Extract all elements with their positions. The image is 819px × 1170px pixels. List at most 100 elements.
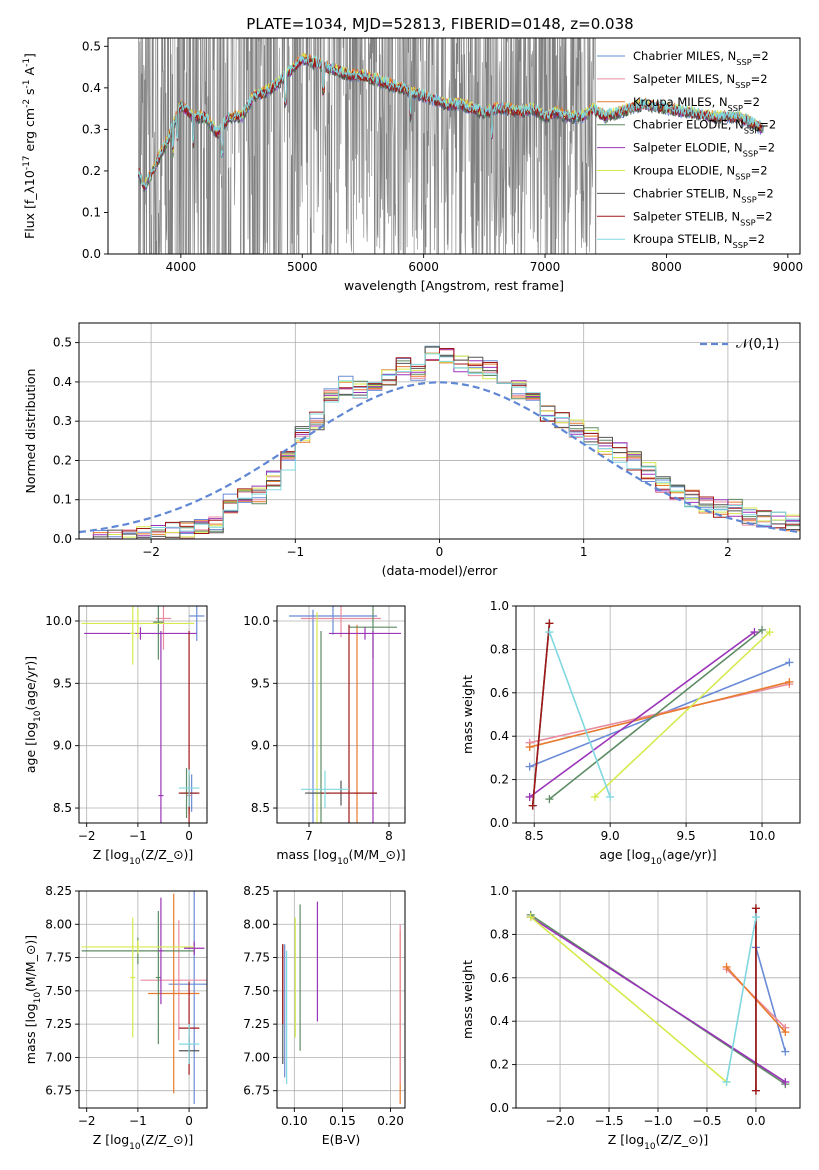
- axes-frame-mass_ebv: [276, 890, 406, 1109]
- y-tick-label: 9.0: [251, 739, 270, 753]
- y-tick-label: 0.2: [53, 453, 72, 467]
- y-tick-label: 0.6: [490, 686, 509, 700]
- weight-line-ke: [530, 916, 728, 1083]
- x-tick-label: 1: [580, 545, 588, 559]
- axes-frame-age_z: [78, 605, 208, 824]
- legend-label-se: Salpeter ELODIE, NSSP=2: [633, 141, 775, 159]
- legend-label-cm: Chabrier MILES, NSSP=2: [633, 49, 769, 67]
- panel-mass_z: −2 −1 0 6.75 7.00 7.25 7.50 7.75 8.00 8.25 Z [log1…: [23, 884, 208, 1152]
- weight-marker-ce: [545, 795, 554, 804]
- legend-label-cs: Chabrier STELIB, NSSP=2: [633, 186, 774, 204]
- plot-area-age_mass: [277, 606, 405, 823]
- weight-line-ss: [531, 623, 551, 806]
- y-tick-label: 8.25: [45, 884, 72, 898]
- y-tick-label: 7.00: [45, 1050, 72, 1064]
- x-tick-label: 9.5: [677, 829, 696, 843]
- weight-marker-km: [785, 677, 794, 686]
- x-axis-label-mass_z: Z [log10(Z/Z_⊙)]: [93, 1132, 194, 1152]
- y-tick-label: 0.4: [490, 1014, 509, 1028]
- y-tick-label: 7.25: [45, 1017, 72, 1031]
- weight-marker-ks: [606, 792, 615, 801]
- weight-line-ks: [725, 916, 757, 1083]
- weight-line-ks: [548, 631, 611, 798]
- weight-marker-ke: [590, 792, 599, 801]
- x-tick-label: 0: [185, 1114, 193, 1128]
- x-tick-label: −2: [78, 829, 96, 843]
- y-tick-label: 0.4: [82, 81, 101, 95]
- weight-marker-ks: [545, 628, 554, 637]
- weight-marker-cm: [785, 658, 794, 667]
- panel-age_mass: 7 8 8.5 9.0 9.5 10.0 mass [log10(M/M_⊙)]: [243, 605, 406, 867]
- y-tick-label: 0.3: [53, 414, 72, 428]
- x-tick-label: −0.5: [692, 1114, 721, 1128]
- weight-marker-ks: [722, 1077, 731, 1086]
- weight-marker-km: [722, 962, 731, 971]
- y-tick-label: 8.25: [243, 884, 270, 898]
- y-tick-label: 0.5: [82, 39, 101, 53]
- x-tick-label: 6000: [408, 260, 439, 274]
- x-axis-label-mass_ebv: E(B-V): [322, 1132, 361, 1147]
- legend-label-ce: Chabrier ELODIE, NSSP=2: [633, 118, 776, 136]
- y-tick-label: 7.25: [243, 1017, 270, 1031]
- x-axis-label-residuals: (data-model)/error: [382, 563, 499, 578]
- y-axis-label-weight_age: mass weight: [460, 675, 475, 754]
- y-tick-label: 8.00: [243, 917, 270, 931]
- y-tick-label: 7.75: [45, 951, 72, 965]
- model-spectrum-ks: [137, 54, 764, 188]
- x-tick-label: −2: [78, 1114, 96, 1128]
- weight-marker-ss: [751, 904, 760, 913]
- x-tick-label: 7000: [530, 260, 561, 274]
- weight-marker-ss: [528, 801, 537, 810]
- x-tick-label: 8: [385, 829, 393, 843]
- panel-mass_ebv: 0.10 0.15 0.20 6.75 7.00 7.25 7.50 7.75 8.00 8.25…: [243, 884, 406, 1147]
- y-tick-label: 0.5: [53, 336, 72, 350]
- y-tick-label: 8.5: [53, 801, 72, 815]
- weight-marker-ke: [765, 628, 774, 637]
- panel-weight_age: 8.5 9.0 9.5 10.0 0.0 0.2 0.4 0.6 0.8 1.0 age [log1…: [460, 599, 801, 867]
- y-tick-label: 8.00: [45, 917, 72, 931]
- y-tick-label: 1.0: [490, 884, 509, 898]
- x-tick-label: 4000: [166, 260, 197, 274]
- y-tick-label: 0.8: [490, 642, 509, 656]
- y-tick-label: 0.0: [490, 816, 509, 830]
- x-tick-label: 0.0: [746, 1114, 765, 1128]
- weight-line-ke: [594, 631, 771, 798]
- plot-area-mass_ebv: [277, 891, 405, 1108]
- weight-marker-km: [781, 1028, 790, 1037]
- legend-label-gaussian: 𝒩(0,1): [736, 337, 779, 352]
- gaussian-curve: [79, 381, 800, 534]
- y-tick-label: 0.2: [490, 1058, 509, 1072]
- weight-line-ce: [548, 629, 763, 800]
- legend-label-ss: Salpeter STELIB, NSSP=2: [633, 209, 773, 227]
- y-axis-label-residuals: Normed distribution: [23, 369, 38, 494]
- legend-label-km: Kroupa MILES, NSSP=2: [633, 95, 760, 113]
- y-tick-label: 9.5: [251, 676, 270, 690]
- weight-line-se: [530, 916, 786, 1083]
- y-tick-label: 9.0: [53, 739, 72, 753]
- axes-frame-spectrum: [107, 37, 801, 255]
- x-axis-label-spectrum: wavelength [Angstrom, rest frame]: [344, 278, 564, 293]
- y-tick-label: 0.4: [53, 375, 72, 389]
- plot-area-residuals: [79, 323, 800, 539]
- panel-weight_z: −2.0 −1.5 −1.0 −0.5 0.0 0.0 0.2 0.4 0.6 0.8 1.0 Z […: [460, 884, 801, 1152]
- x-tick-label: 0: [436, 545, 444, 559]
- y-axis-label-spectrum: Flux [f_λ10-17 erg cm-2 s-1 A-1]: [22, 53, 37, 239]
- panel-spectrum: 4000 5000 6000 7000 8000 9000 0.0 0.1 0.2 0.3 0.4 0…: [22, 37, 803, 293]
- y-tick-label: 0.6: [490, 971, 509, 985]
- y-tick-label: 0.0: [82, 247, 101, 261]
- weight-marker-ss: [751, 1086, 760, 1095]
- y-tick-label: 0.8: [490, 927, 509, 941]
- x-tick-label: 9.0: [601, 829, 620, 843]
- y-tick-label: 9.5: [53, 676, 72, 690]
- x-axis-label-weight_z: Z [log10(Z/Z_⊙)]: [608, 1132, 709, 1152]
- legend-residuals: 𝒩(0,1): [700, 337, 779, 352]
- weight-marker-se: [750, 628, 759, 637]
- x-tick-label: −2: [142, 545, 160, 559]
- x-tick-label: 0.10: [281, 1114, 308, 1128]
- plot-area-age_z: [79, 606, 207, 823]
- weight-line-se: [529, 631, 755, 798]
- plot-area-weight_age: [516, 606, 800, 823]
- y-tick-label: 7.50: [45, 984, 72, 998]
- legend-label-ke: Kroupa ELODIE, NSSP=2: [633, 164, 768, 182]
- x-axis-label-weight_age: age [log10(age/yr)]: [599, 847, 716, 867]
